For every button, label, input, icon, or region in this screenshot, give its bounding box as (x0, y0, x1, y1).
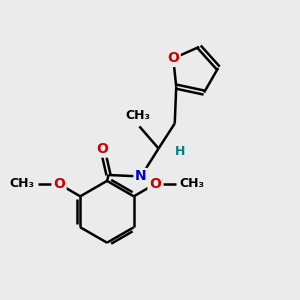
Text: H: H (153, 177, 163, 190)
Text: O: O (97, 142, 109, 156)
Text: N: N (135, 169, 147, 184)
Text: CH₃: CH₃ (125, 109, 150, 122)
Text: H: H (175, 145, 185, 158)
Text: O: O (149, 177, 161, 191)
Text: CH₃: CH₃ (180, 178, 205, 190)
Text: O: O (167, 51, 179, 65)
Text: CH₃: CH₃ (9, 178, 34, 190)
Text: O: O (53, 177, 65, 191)
